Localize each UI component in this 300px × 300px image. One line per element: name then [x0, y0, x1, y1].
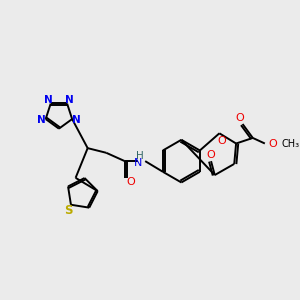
Text: N: N: [134, 158, 142, 168]
Text: N: N: [37, 116, 46, 125]
Text: N: N: [44, 95, 52, 105]
Text: CH₃: CH₃: [282, 139, 300, 148]
Text: H: H: [136, 152, 143, 161]
Text: O: O: [217, 136, 226, 146]
Text: O: O: [207, 150, 215, 160]
Text: O: O: [268, 139, 277, 148]
Text: O: O: [126, 178, 135, 188]
Text: N: N: [65, 95, 74, 105]
Text: S: S: [64, 204, 72, 217]
Text: O: O: [236, 112, 244, 122]
Text: N: N: [72, 116, 81, 125]
